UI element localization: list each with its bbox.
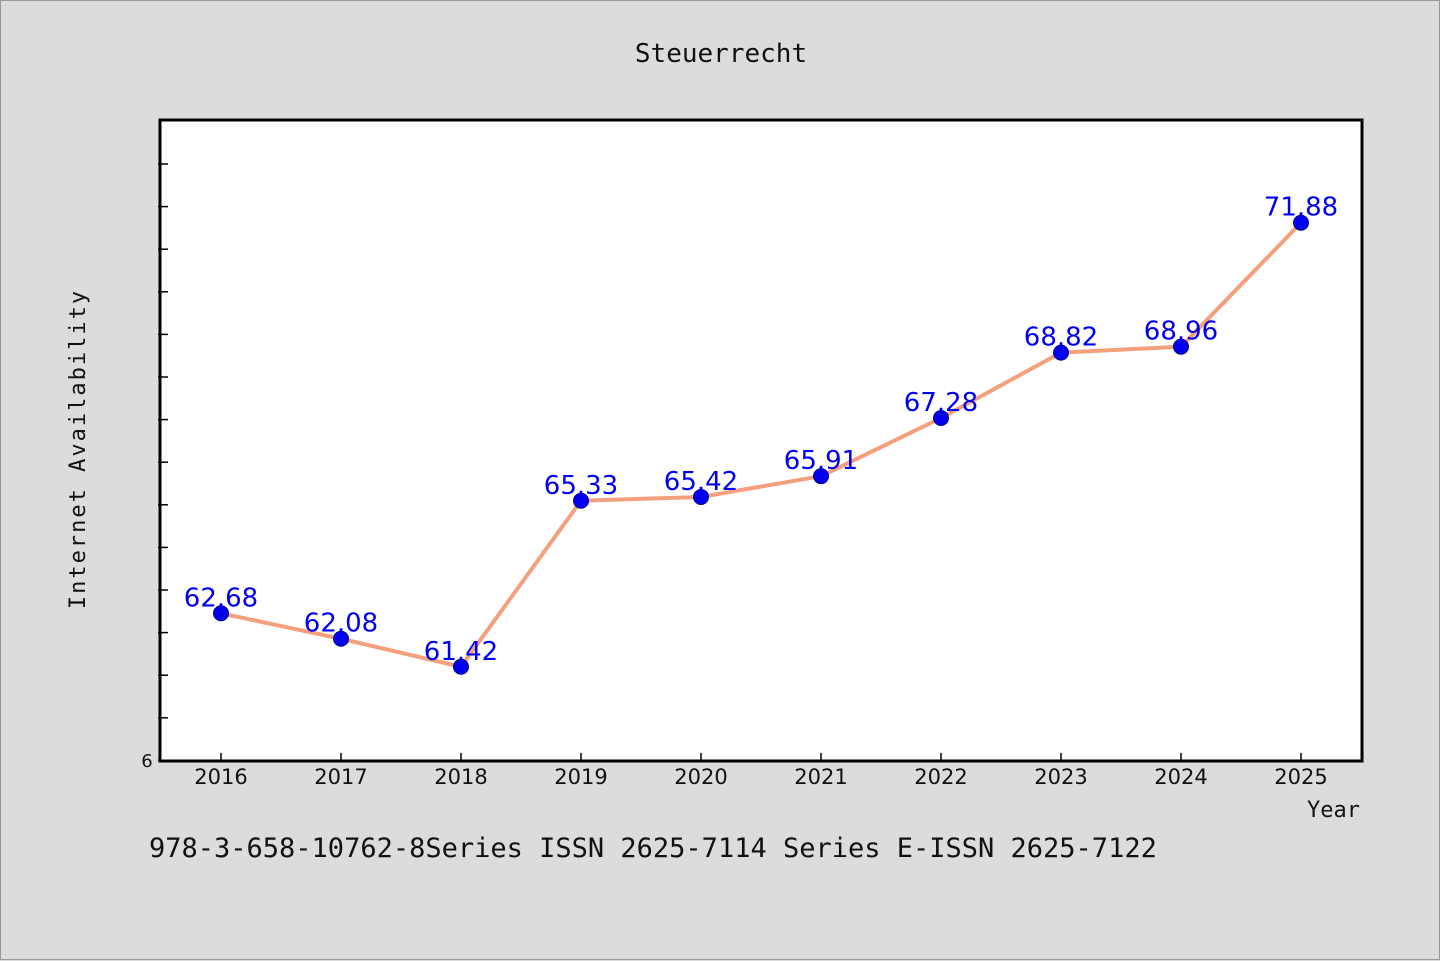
x-tick-label: 2020 xyxy=(674,765,727,789)
x-axis-ticks: 2016 2017 2018 2019 2020 2021 2022 2023 2024 2025 xyxy=(194,753,1328,789)
data-point xyxy=(333,630,349,647)
data-label: 67.28 xyxy=(904,388,978,418)
x-tick-label: 2023 xyxy=(1034,765,1087,789)
data-point xyxy=(813,468,829,485)
x-tick-label: 2024 xyxy=(1154,765,1207,789)
data-label: 65.33 xyxy=(544,471,618,501)
data-point xyxy=(693,488,709,505)
data-point xyxy=(573,492,589,509)
x-tick-label: 2021 xyxy=(794,765,847,789)
data-point xyxy=(213,605,229,622)
data-label: 65.91 xyxy=(784,446,858,476)
x-tick-label: 2019 xyxy=(554,765,607,789)
data-point xyxy=(453,658,469,675)
data-point xyxy=(1173,338,1189,355)
x-tick-label: 2018 xyxy=(434,765,487,789)
data-label: 61.42 xyxy=(424,637,498,667)
y-tick-label: 6 xyxy=(141,751,152,772)
data-label: 65.42 xyxy=(664,467,738,497)
x-tick-label: 2025 xyxy=(1274,765,1327,789)
data-label: 68.82 xyxy=(1024,323,1098,353)
chart-title: Steuerrecht xyxy=(635,39,807,69)
data-point xyxy=(1053,344,1069,361)
x-tick-label: 2022 xyxy=(914,765,967,789)
data-labels: 62.68 62.08 61.42 65.33 65.42 65.91 67.28 68.82… xyxy=(184,193,1338,667)
x-tick-label: 2016 xyxy=(194,765,247,789)
data-label: 62.68 xyxy=(184,583,258,613)
x-tick-label: 2017 xyxy=(314,765,367,789)
data-label: 62.08 xyxy=(304,609,378,639)
footer-isbn-text: 978-3-658-10762-8Series ISSN 2625-7114 S… xyxy=(149,833,1157,864)
x-axis-label: Year xyxy=(1307,798,1360,823)
data-point xyxy=(1293,214,1309,231)
plot-area xyxy=(158,118,1364,763)
y-axis-label: Internet Availability xyxy=(66,289,91,609)
series-line xyxy=(220,221,1303,669)
data-point xyxy=(933,410,949,427)
data-markers xyxy=(213,214,1309,675)
data-label: 71.88 xyxy=(1264,193,1338,223)
y-axis-ticks: 6 xyxy=(141,163,168,772)
data-label: 68.96 xyxy=(1144,317,1218,347)
